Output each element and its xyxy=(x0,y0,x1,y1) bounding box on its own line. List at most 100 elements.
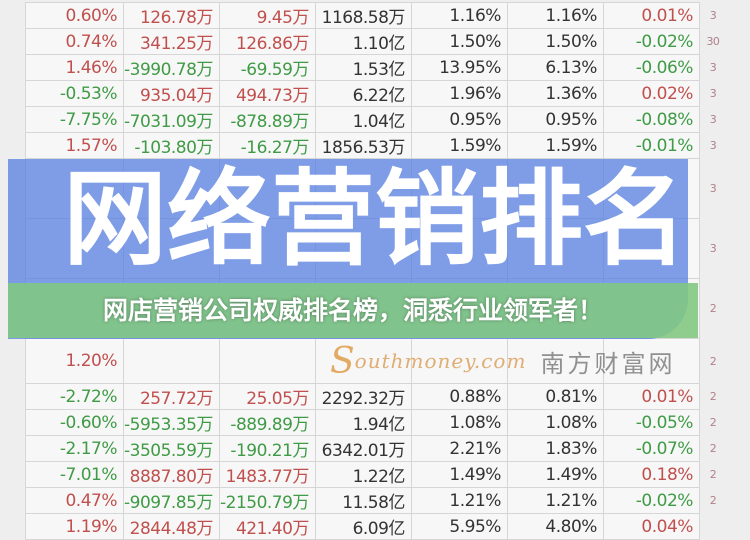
watermark-cn: 南方财富网 xyxy=(540,349,676,378)
table-cell: -878.89万 xyxy=(218,106,316,133)
table-cell: 6342.01万 xyxy=(314,435,412,462)
table-cell: 2 xyxy=(709,442,717,455)
table-cell: 126.86万 xyxy=(218,28,316,55)
table-cell: -0.60% xyxy=(25,409,124,436)
table-cell: -190.21万 xyxy=(218,435,316,462)
table-cell: 3 xyxy=(709,139,717,152)
table-cell xyxy=(506,338,604,384)
table-row: -0.53% 935.04万 494.73万 6.22亿 1.96% 1.36% 0.02%… xyxy=(25,80,733,107)
table-cell: -0.07% xyxy=(602,435,700,462)
table-cell: 0.81% xyxy=(506,383,604,410)
table-cell: 3 xyxy=(709,87,717,100)
table-cell: 2 xyxy=(709,416,717,429)
table-cell: 1.36% xyxy=(506,80,604,107)
table-cell: 1.04亿 xyxy=(314,106,412,133)
table-cell: 1.50% xyxy=(410,28,508,55)
table-cell: 935.04万 xyxy=(123,80,220,107)
caption-band xyxy=(8,282,698,338)
table-cell: -7.75% xyxy=(25,106,124,133)
table-cell: 6.22亿 xyxy=(314,80,412,107)
table-row: 0.74% 341.25万 126.86万 1.10亿 1.50% 1.50% -0.02%… xyxy=(25,28,733,55)
table-cell: 1.10亿 xyxy=(314,28,412,55)
table-cell: 1168.58万 xyxy=(314,2,412,29)
table-cell: 2844.48万 xyxy=(123,513,220,540)
table-cell: 8887.80万 xyxy=(123,461,220,488)
table-cell: 1.20% xyxy=(25,338,124,384)
table-cell: 3 xyxy=(709,242,717,255)
table-cell: 30 xyxy=(706,35,720,48)
table-cell: 1483.77万 xyxy=(218,461,316,488)
table-cell: 1.96% xyxy=(410,80,508,107)
table-cell: 2 xyxy=(709,354,717,368)
table-cell: -2.72% xyxy=(25,383,124,410)
table-row: -2.72% 257.72万 25.05万 2292.32万 0.88% 0.81% 0.0… xyxy=(25,383,733,410)
table-cell: 1.16% xyxy=(506,2,604,29)
table-cell: -9097.85万 xyxy=(123,487,220,514)
table-cell: 494.73万 xyxy=(218,80,316,107)
table-cell: 1.53亿 xyxy=(314,54,412,81)
table-cell: 0.02% xyxy=(602,80,700,107)
table-cell: 2 xyxy=(709,468,717,481)
table-cell xyxy=(410,338,508,384)
table-cell: 0.04% xyxy=(602,513,700,540)
table-cell: 1.08% xyxy=(410,409,508,436)
table-cell xyxy=(699,514,732,540)
table-cell: -0.02% xyxy=(602,28,700,55)
table-cell: -7.01% xyxy=(25,461,124,488)
table-cell: 1.59% xyxy=(410,132,508,159)
table-cell xyxy=(123,338,220,384)
table-cell: 2292.32万 xyxy=(314,383,412,410)
table-cell: -2150.79万 xyxy=(218,487,316,514)
table-cell: 4.80% xyxy=(506,513,604,540)
table-cell: 1.50% xyxy=(506,28,604,55)
table-cell: 341.25万 xyxy=(123,28,220,55)
table-cell: -0.08% xyxy=(602,106,700,133)
table-cell: 257.72万 xyxy=(123,383,220,410)
table-cell: 1.21% xyxy=(506,487,604,514)
table-cell: -16.27万 xyxy=(218,132,316,159)
watermark-s: S xyxy=(330,340,355,382)
table-cell: -5953.35万 xyxy=(123,409,220,436)
table-cell: -889.89万 xyxy=(218,409,316,436)
table-cell: 1.08% xyxy=(506,409,604,436)
table-cell: 5.95% xyxy=(410,513,508,540)
table-cell: 0.88% xyxy=(410,383,508,410)
table-cell xyxy=(602,338,700,384)
table-cell: 25.05万 xyxy=(218,383,316,410)
table-cell: 126.78万 xyxy=(123,2,220,29)
table-cell: 1.19% xyxy=(25,513,124,540)
table-cell: -0.06% xyxy=(602,54,700,81)
table-row: -0.60% -5953.35万 -889.89万 1.94亿 1.08% 1.08% -0… xyxy=(25,409,733,436)
table-cell: 1.16% xyxy=(410,2,508,29)
table-cell: -7031.09万 xyxy=(123,106,220,133)
table-row: 1.20% 2 xyxy=(25,338,733,384)
table-cell: 0.18% xyxy=(602,461,700,488)
table-cell: -3505.59万 xyxy=(123,435,220,462)
table-cell: 6.09亿 xyxy=(314,513,412,540)
table-cell: 3 xyxy=(709,61,717,74)
table-row: -2.17% -3505.59万 -190.21万 6342.01万 2.21% 1.83… xyxy=(25,435,733,462)
table-cell: 1.83% xyxy=(506,435,604,462)
table-row: -7.75% -7031.09万 -878.89万 1.04亿 0.95% 0.95% -0… xyxy=(25,106,733,133)
table-cell: -2.17% xyxy=(25,435,124,462)
table-cell: 0.95% xyxy=(506,106,604,133)
table-cell: -0.05% xyxy=(602,409,700,436)
table-cell: 6.13% xyxy=(506,54,604,81)
table-cell: 421.40万 xyxy=(218,513,316,540)
table-cell: -0.01% xyxy=(602,132,700,159)
table-cell xyxy=(314,338,412,384)
table-cell: 0.47% xyxy=(25,487,124,514)
table-cell: 1.49% xyxy=(410,461,508,488)
caption-text: 网店营销公司权威排名榜，洞悉行业领军者！ xyxy=(102,295,603,325)
table-cell xyxy=(218,338,316,384)
table-row: 1.19% 2844.48万 421.40万 6.09亿 5.95% 4.80% 0.04% xyxy=(25,513,733,540)
table-cell: 2 xyxy=(709,302,717,315)
table-row: 1.57% -103.80万 -16.27万 1856.53万 1.59% 1.59% -0… xyxy=(25,132,733,159)
table-cell: 2 xyxy=(709,390,717,403)
table-cell: 2 xyxy=(709,494,717,507)
table-cell: 13.95% xyxy=(410,54,508,81)
banner-big-title: 网络营销排名 xyxy=(63,157,688,280)
table-cell: 3 xyxy=(709,113,717,126)
table-cell: 9.45万 xyxy=(218,2,316,29)
table-cell: -0.53% xyxy=(25,80,124,107)
